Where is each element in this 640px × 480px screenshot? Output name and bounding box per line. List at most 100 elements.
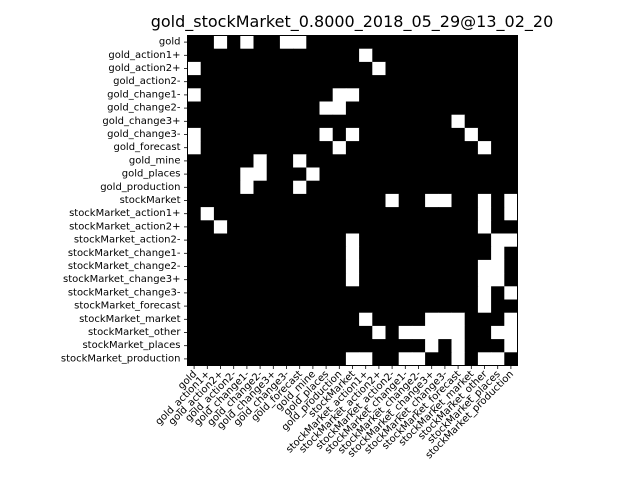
heatmap-cell xyxy=(438,180,452,195)
heatmap-cell xyxy=(253,207,268,221)
heatmap-cell xyxy=(279,259,294,274)
heatmap-cell xyxy=(279,352,294,366)
heatmap-cell xyxy=(240,154,254,168)
heatmap-cell xyxy=(332,339,347,353)
y-tick-labels: gold gold_action1+ gold_action2+ gold_actio… xyxy=(61,37,188,364)
heatmap-cell xyxy=(345,35,360,50)
heatmap-cell xyxy=(345,75,360,89)
heatmap-cell xyxy=(359,154,373,168)
heatmap-cell xyxy=(253,35,268,50)
heatmap-cell xyxy=(187,259,202,274)
heatmap-cell xyxy=(240,101,254,116)
heatmap-cell xyxy=(504,48,518,63)
heatmap-cell xyxy=(438,114,452,129)
heatmap-cell xyxy=(464,167,479,182)
heatmap-cell xyxy=(200,127,215,142)
heatmap-cell xyxy=(491,75,505,89)
heatmap-cell xyxy=(200,193,215,208)
heatmap-cell xyxy=(332,286,347,300)
heatmap-cell xyxy=(425,273,439,287)
heatmap-cell xyxy=(319,114,334,129)
heatmap-cell xyxy=(425,61,439,76)
heatmap-cell xyxy=(491,233,505,248)
heatmap-cell xyxy=(293,220,307,234)
heatmap-cell xyxy=(293,61,307,76)
heatmap-cell xyxy=(187,141,202,155)
heatmap-cell xyxy=(359,35,373,50)
heatmap-cell xyxy=(253,233,268,248)
heatmap-cell xyxy=(451,154,466,168)
heatmap-cell xyxy=(345,88,360,102)
heatmap-cell xyxy=(187,299,202,314)
heatmap-cell xyxy=(293,114,307,129)
heatmap-cell xyxy=(306,286,320,300)
heatmap-cell xyxy=(332,352,347,366)
heatmap-cell xyxy=(227,325,241,340)
heatmap-cell xyxy=(372,339,386,353)
heatmap-cell xyxy=(504,141,518,155)
heatmap-cell xyxy=(240,233,254,248)
y-tick-label: stockMarket_market xyxy=(79,314,180,325)
y-tick-label: stockMarket_action1+ xyxy=(69,208,180,219)
heatmap-cell xyxy=(266,325,281,340)
heatmap-cell xyxy=(438,246,452,261)
heatmap-cell xyxy=(411,325,426,340)
heatmap-cell xyxy=(332,193,347,208)
heatmap-cell xyxy=(438,48,452,63)
heatmap-cell xyxy=(266,286,281,300)
y-tick-label: gold_action2- xyxy=(113,76,181,87)
heatmap-cell xyxy=(227,233,241,248)
heatmap-cell xyxy=(187,193,202,208)
heatmap-cell xyxy=(240,352,254,366)
heatmap-cell xyxy=(319,88,334,102)
heatmap-cell xyxy=(504,167,518,182)
heatmap-cell xyxy=(372,127,386,142)
heatmap-cell xyxy=(464,259,479,274)
heatmap-cell xyxy=(438,273,452,287)
heatmap-cell xyxy=(504,193,518,208)
heatmap-cell xyxy=(359,259,373,274)
heatmap-cell xyxy=(332,61,347,76)
heatmap-cell xyxy=(345,61,360,76)
heatmap-cell xyxy=(491,220,505,234)
y-tick-label: stockMarket_change3- xyxy=(68,287,181,298)
heatmap-cell xyxy=(451,61,466,76)
heatmap-cell xyxy=(332,48,347,63)
heatmap-cell xyxy=(491,273,505,287)
heatmap-cell xyxy=(227,101,241,116)
heatmap-cell xyxy=(319,35,334,50)
heatmap-cell xyxy=(477,273,492,287)
heatmap-cell xyxy=(398,312,413,327)
y-tick-label: gold_change2- xyxy=(107,103,181,114)
heatmap-cell xyxy=(491,127,505,142)
y-tick-label: stockMarket_change1- xyxy=(68,248,181,259)
heatmap-cell xyxy=(227,75,241,89)
heatmap-cell xyxy=(345,259,360,274)
heatmap-cell xyxy=(411,312,426,327)
heatmap-cell xyxy=(213,193,228,208)
heatmap-cell xyxy=(253,193,268,208)
heatmap-cell xyxy=(253,259,268,274)
y-tick-label: gold xyxy=(159,37,181,48)
heatmap-cell xyxy=(411,88,426,102)
heatmap-cell xyxy=(279,246,294,261)
heatmap-cell xyxy=(398,88,413,102)
heatmap-cell xyxy=(359,180,373,195)
heatmap-cell xyxy=(411,114,426,129)
heatmap-cell xyxy=(332,75,347,89)
heatmap-cell xyxy=(464,312,479,327)
heatmap-cell xyxy=(464,193,479,208)
heatmap-cell xyxy=(253,352,268,366)
heatmap-cell xyxy=(385,154,400,168)
heatmap-cell xyxy=(293,207,307,221)
heatmap-cell xyxy=(477,259,492,274)
heatmap-cell xyxy=(464,141,479,155)
heatmap-cell xyxy=(279,114,294,129)
heatmap-cell xyxy=(359,207,373,221)
heatmap-cell xyxy=(227,154,241,168)
heatmap-cell xyxy=(253,312,268,327)
heatmap-cell xyxy=(385,88,400,102)
heatmap-cell xyxy=(359,75,373,89)
heatmap-cell xyxy=(213,88,228,102)
heatmap-cell xyxy=(504,339,518,353)
